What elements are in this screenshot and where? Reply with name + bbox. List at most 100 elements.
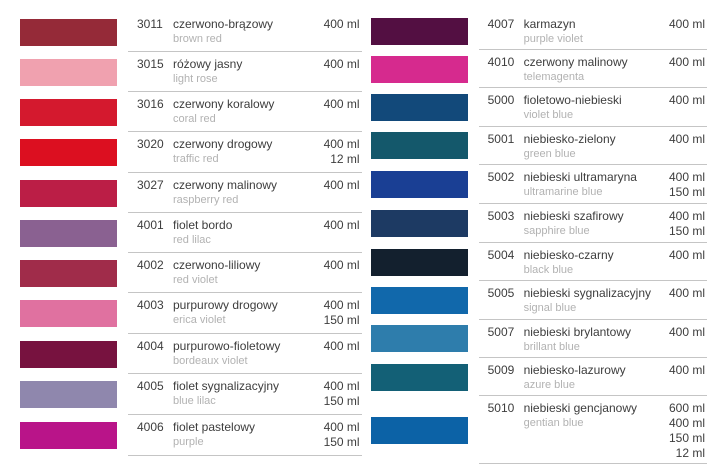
color-code: 4007 bbox=[487, 17, 515, 31]
color-info: 4003 purpurowy drogowy erica violet 400 … bbox=[128, 293, 362, 334]
swatch-cell bbox=[370, 358, 468, 396]
swatch-cell bbox=[20, 173, 117, 213]
color-names: czerwony koralowy coral red bbox=[173, 97, 312, 126]
volume-list: 400 ml bbox=[657, 17, 705, 32]
swatch-cell bbox=[20, 12, 117, 52]
volume-item: 400 ml bbox=[668, 169, 705, 184]
color-name-pl: niebieski sygnalizacyjny bbox=[523, 286, 651, 301]
swatch-cell bbox=[20, 293, 117, 334]
color-name-pl: karmazyn bbox=[523, 17, 576, 31]
color-swatch bbox=[20, 219, 117, 247]
volume-list: 400 ml 150 ml bbox=[312, 420, 360, 450]
volume-item: 400 ml bbox=[668, 93, 705, 108]
color-code: 4005 bbox=[137, 379, 164, 393]
color-name-pl: różowy jasny bbox=[173, 57, 243, 71]
color-row: 4010 czerwony malinowy telemagenta 400 m… bbox=[370, 50, 707, 89]
color-row: 3015 różowy jasny light rose 400 ml bbox=[20, 52, 362, 92]
color-names: purpurowy drogowy erica violet bbox=[173, 298, 312, 327]
color-name-en: traffic red bbox=[173, 153, 219, 165]
color-row: 4004 purpurowo-fioletowy bordeaux violet… bbox=[20, 334, 362, 374]
volume-list: 400 ml 150 ml bbox=[312, 379, 360, 409]
color-names: czerwony drogowy traffic red bbox=[173, 137, 312, 166]
color-name-en: coral red bbox=[173, 113, 216, 125]
color-name-en: black blue bbox=[523, 264, 574, 277]
volume-item: 400 ml bbox=[323, 137, 360, 151]
color-code: 5001 bbox=[487, 131, 515, 146]
color-info: 5000 fioletowo-niebieski violet blue 400… bbox=[478, 88, 707, 127]
volume-list: 400 ml bbox=[312, 17, 360, 32]
color-code: 4003 bbox=[137, 298, 164, 312]
color-name-pl: czerwono-liliowy bbox=[173, 258, 261, 272]
color-name-en: raspberry red bbox=[173, 194, 239, 206]
color-info: 5010 niebieski gencjanowy gentian blue 6… bbox=[478, 396, 707, 464]
color-code: 4002 bbox=[137, 258, 164, 272]
volume-item: 400 ml bbox=[323, 339, 360, 353]
color-names: różowy jasny light rose bbox=[173, 57, 312, 86]
volume-item: 400 ml bbox=[668, 17, 705, 31]
color-name-pl: purpurowo-fioletowy bbox=[173, 339, 281, 353]
color-info: 5001 niebiesko-zielony green blue 400 ml bbox=[478, 127, 707, 165]
color-info: 4001 fiolet bordo red lilac 400 ml bbox=[128, 213, 362, 253]
color-names: czerwono-brązowy brown red bbox=[173, 17, 312, 46]
color-name-pl: niebieski brylantowy bbox=[523, 324, 631, 339]
volume-item: 400 ml bbox=[323, 17, 360, 31]
volume-item: 400 ml bbox=[668, 324, 705, 339]
color-name-en: signal blue bbox=[523, 302, 577, 315]
color-names: niebiesko-lazurowy azure blue bbox=[524, 363, 657, 392]
swatch-cell bbox=[20, 213, 117, 253]
color-row: 5003 niebieski szafirowy sapphire blue 4… bbox=[370, 204, 707, 244]
volume-list: 400 ml bbox=[657, 132, 705, 147]
volume-list: 400 ml 150 ml bbox=[657, 209, 705, 239]
color-code: 3015 bbox=[137, 57, 164, 71]
color-names: fioletowo-niebieski violet blue bbox=[524, 93, 657, 122]
volume-item: 150 ml bbox=[668, 184, 705, 199]
color-name-en: bordeaux violet bbox=[173, 355, 248, 367]
color-code: 4004 bbox=[137, 339, 164, 353]
volume-item: 400 ml bbox=[323, 218, 360, 232]
color-name-en: telemagenta bbox=[523, 71, 585, 84]
color-names: fiolet sygnalizacyjny blue lilac bbox=[173, 379, 312, 408]
swatch-cell bbox=[370, 243, 468, 281]
color-names: karmazyn purple violet bbox=[524, 17, 657, 46]
volume-item: 150 ml bbox=[668, 224, 705, 239]
color-code: 3016 bbox=[137, 97, 164, 111]
color-row: 3020 czerwony drogowy traffic red 400 ml… bbox=[20, 132, 362, 173]
swatch-cell bbox=[20, 52, 117, 92]
color-name-pl: czerwony koralowy bbox=[173, 97, 275, 111]
volume-item: 400 ml bbox=[323, 298, 360, 312]
swatch-cell bbox=[370, 127, 468, 165]
color-column-right: 4007 karmazyn purple violet 400 ml 4010 … bbox=[370, 12, 707, 464]
color-name-en: red lilac bbox=[173, 234, 211, 246]
volume-list: 400 ml bbox=[312, 178, 360, 193]
color-swatch bbox=[370, 94, 468, 122]
volume-list: 400 ml 150 ml bbox=[312, 298, 360, 328]
color-info: 5007 niebieski brylantowy brillant blue … bbox=[478, 320, 707, 358]
color-row: 3011 czerwono-brązowy brown red 400 ml bbox=[20, 12, 362, 52]
volume-item: 150 ml bbox=[323, 313, 360, 327]
swatch-cell bbox=[20, 415, 117, 456]
color-row: 5001 niebiesko-zielony green blue 400 ml bbox=[370, 127, 707, 165]
volume-list: 400 ml bbox=[657, 93, 705, 108]
volume-list: 600 ml 400 ml 150 ml 12 ml bbox=[657, 401, 705, 461]
swatch-cell bbox=[20, 132, 117, 173]
color-swatch bbox=[370, 287, 468, 315]
swatch-cell bbox=[370, 50, 468, 88]
swatch-cell bbox=[370, 88, 468, 126]
color-code: 3011 bbox=[137, 17, 163, 31]
color-row: 5009 niebiesko-lazurowy azure blue 400 m… bbox=[370, 358, 707, 397]
color-row: 4005 fiolet sygnalizacyjny blue lilac 40… bbox=[20, 374, 362, 415]
volume-item: 400 ml bbox=[323, 420, 360, 434]
color-row: 4002 czerwono-liliowy red violet 400 ml bbox=[20, 253, 362, 293]
volume-list: 400 ml bbox=[312, 57, 360, 72]
volume-item: 400 ml bbox=[668, 131, 705, 146]
swatch-cell bbox=[20, 334, 117, 374]
color-swatch bbox=[20, 300, 117, 327]
color-code: 4006 bbox=[137, 420, 164, 434]
color-names: niebiesko-zielony green blue bbox=[524, 132, 657, 161]
color-names: czerwony malinowy telemagenta bbox=[524, 55, 657, 84]
color-swatch bbox=[20, 58, 117, 86]
color-row: 5000 fioletowo-niebieski violet blue 400… bbox=[370, 88, 707, 127]
color-name-pl: niebieski gencjanowy bbox=[523, 401, 637, 416]
volume-item: 400 ml bbox=[668, 362, 705, 377]
